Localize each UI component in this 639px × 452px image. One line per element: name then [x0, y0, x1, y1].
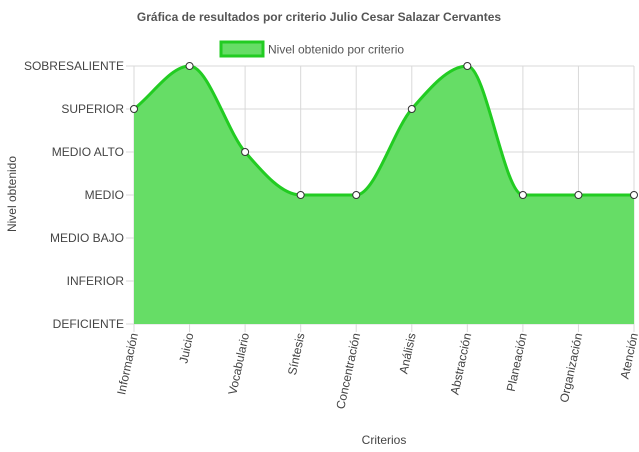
y-tick-label: DEFICIENTE [53, 317, 124, 331]
x-tick-label: Abstracción [448, 332, 475, 396]
data-point[interactable] [518, 191, 527, 199]
legend-swatch [219, 40, 265, 58]
series-area [133, 64, 634, 324]
x-tick-label: Información [114, 332, 141, 396]
y-tick-label: MEDIO ALTO [52, 145, 124, 159]
y-axis-title: Nivel obtenido [5, 156, 19, 232]
y-tick-label: SUPERIOR [61, 102, 124, 116]
legend[interactable]: Nivel obtenido por criterio [219, 40, 404, 58]
x-tick-label: Vocabulario [225, 331, 252, 396]
data-point[interactable] [241, 148, 250, 156]
y-axis-ticks: DEFICIENTE INFERIOR MEDIO BAJO MEDIO MEDIO A… [24, 59, 124, 331]
x-axis-title: Criterios [362, 433, 407, 447]
series-line [133, 64, 634, 197]
data-point[interactable] [630, 191, 638, 199]
y-tick-label: INFERIOR [67, 274, 125, 288]
legend-label: Nivel obtenido por criterio [268, 43, 404, 57]
x-tick-label: Análisis [396, 332, 418, 375]
x-tick-label: Atención [618, 332, 639, 381]
data-point[interactable] [185, 62, 194, 70]
x-tick-label: Planeación [504, 332, 530, 393]
y-tick-label: SOBRESALIENTE [24, 59, 124, 73]
data-point[interactable] [296, 191, 305, 199]
data-point[interactable] [463, 62, 472, 70]
x-tick-label: Juicio [176, 331, 196, 364]
chart-title: Gráfica de resultados por criterio Julio… [137, 10, 501, 24]
data-point[interactable] [407, 105, 416, 113]
x-tick-label: Concentración [333, 332, 363, 411]
x-axis-ticks: Información Juicio Vocabulario Síntesis Conc… [114, 331, 639, 410]
x-tick-label: Síntesis [285, 332, 308, 377]
y-tick-label: MEDIO BAJO [50, 231, 124, 245]
data-point[interactable] [574, 191, 583, 199]
data-point[interactable] [130, 105, 138, 113]
y-tick-label: MEDIO [85, 188, 124, 202]
x-tick-label: Organización [557, 332, 585, 404]
data-points [130, 62, 638, 199]
data-point[interactable] [352, 191, 361, 199]
area-fill [134, 66, 634, 324]
